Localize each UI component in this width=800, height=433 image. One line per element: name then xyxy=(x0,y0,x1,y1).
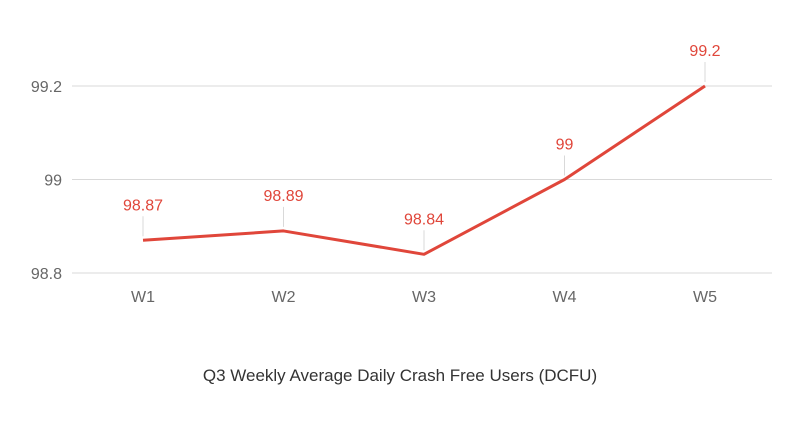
data-label: 99.2 xyxy=(689,43,720,60)
data-labels: 98.87 98.89 98.84 99 99.2 xyxy=(123,43,721,228)
x-tick-label: W3 xyxy=(412,289,436,306)
data-label: 98.89 xyxy=(263,188,303,205)
x-tick-label: W5 xyxy=(693,289,717,306)
y-axis-ticks: 98.8 99 99.2 xyxy=(31,79,62,283)
chart-title: Q3 Weekly Average Daily Crash Free Users… xyxy=(202,366,598,385)
gridlines xyxy=(72,85,772,274)
x-tick-label: W4 xyxy=(553,289,577,306)
x-tick-label: W2 xyxy=(272,289,296,306)
series-line xyxy=(142,84,706,256)
data-label: 99 xyxy=(556,137,574,154)
x-tick-label: W1 xyxy=(131,289,155,306)
data-label: 98.84 xyxy=(404,211,444,228)
y-tick-label: 99.2 xyxy=(31,79,62,96)
y-tick-label: 99 xyxy=(44,173,62,190)
y-tick-label: 98.8 xyxy=(31,266,62,283)
data-label: 98.87 xyxy=(123,197,163,214)
data-label-leaders xyxy=(142,62,706,251)
x-axis-ticks: W1 W2 W3 W4 W5 xyxy=(131,289,717,306)
